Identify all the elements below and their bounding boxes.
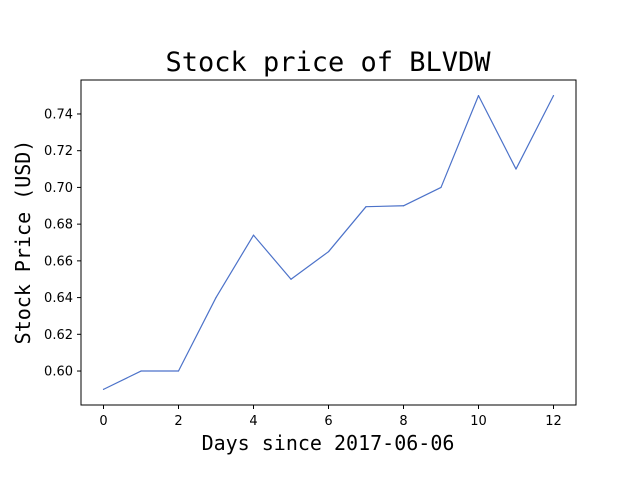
x-tick-label: 8 bbox=[399, 414, 407, 429]
chart-title: Stock price of BLVDW bbox=[165, 47, 491, 78]
series-line bbox=[103, 95, 555, 390]
y-tick-label: 0.66 bbox=[44, 254, 73, 269]
data-point bbox=[477, 95, 480, 97]
y-tick-label: 0.68 bbox=[44, 218, 73, 233]
plot-frame bbox=[80, 79, 577, 406]
data-point bbox=[552, 95, 555, 97]
x-tick-label: 2 bbox=[174, 414, 182, 429]
x-axis-label: Days since 2017-06-06 bbox=[202, 431, 455, 455]
data-point bbox=[290, 278, 292, 280]
data-point bbox=[402, 205, 405, 207]
x-tick-label: 4 bbox=[249, 414, 257, 429]
data-point bbox=[140, 370, 142, 372]
x-tick-label: 10 bbox=[470, 414, 487, 429]
y-tick-label: 0.62 bbox=[44, 328, 73, 343]
data-point bbox=[102, 388, 105, 390]
x-axis: 0 2 4 6 8 10 12 bbox=[99, 405, 562, 429]
y-tick-label: 0.72 bbox=[44, 144, 73, 159]
y-axis-label: Stock Price (USD) bbox=[11, 140, 35, 345]
data-point bbox=[215, 296, 217, 299]
x-tick-label: 0 bbox=[99, 414, 107, 429]
series-layer bbox=[102, 95, 555, 390]
x-tick-label: 6 bbox=[324, 414, 332, 429]
data-point bbox=[515, 168, 517, 170]
y-tick-label: 0.60 bbox=[44, 365, 73, 380]
y-axis: 0.60 0.62 0.64 0.66 0.68 0.70 0.72 0.74 bbox=[44, 107, 81, 380]
data-point bbox=[327, 251, 330, 253]
plot-area: 0 2 4 6 8 10 12 0.600.620.640.660.680.700.720.… bbox=[44, 79, 577, 429]
data-point bbox=[365, 206, 367, 208]
data-point bbox=[177, 370, 180, 372]
data-point bbox=[440, 186, 442, 189]
y-tick-label: 0.74 bbox=[44, 107, 73, 122]
y-tick-label: 0.64 bbox=[44, 291, 73, 306]
y-tick-label: 0.70 bbox=[44, 181, 73, 196]
data-point bbox=[252, 234, 255, 236]
x-tick-label: 12 bbox=[545, 414, 562, 429]
